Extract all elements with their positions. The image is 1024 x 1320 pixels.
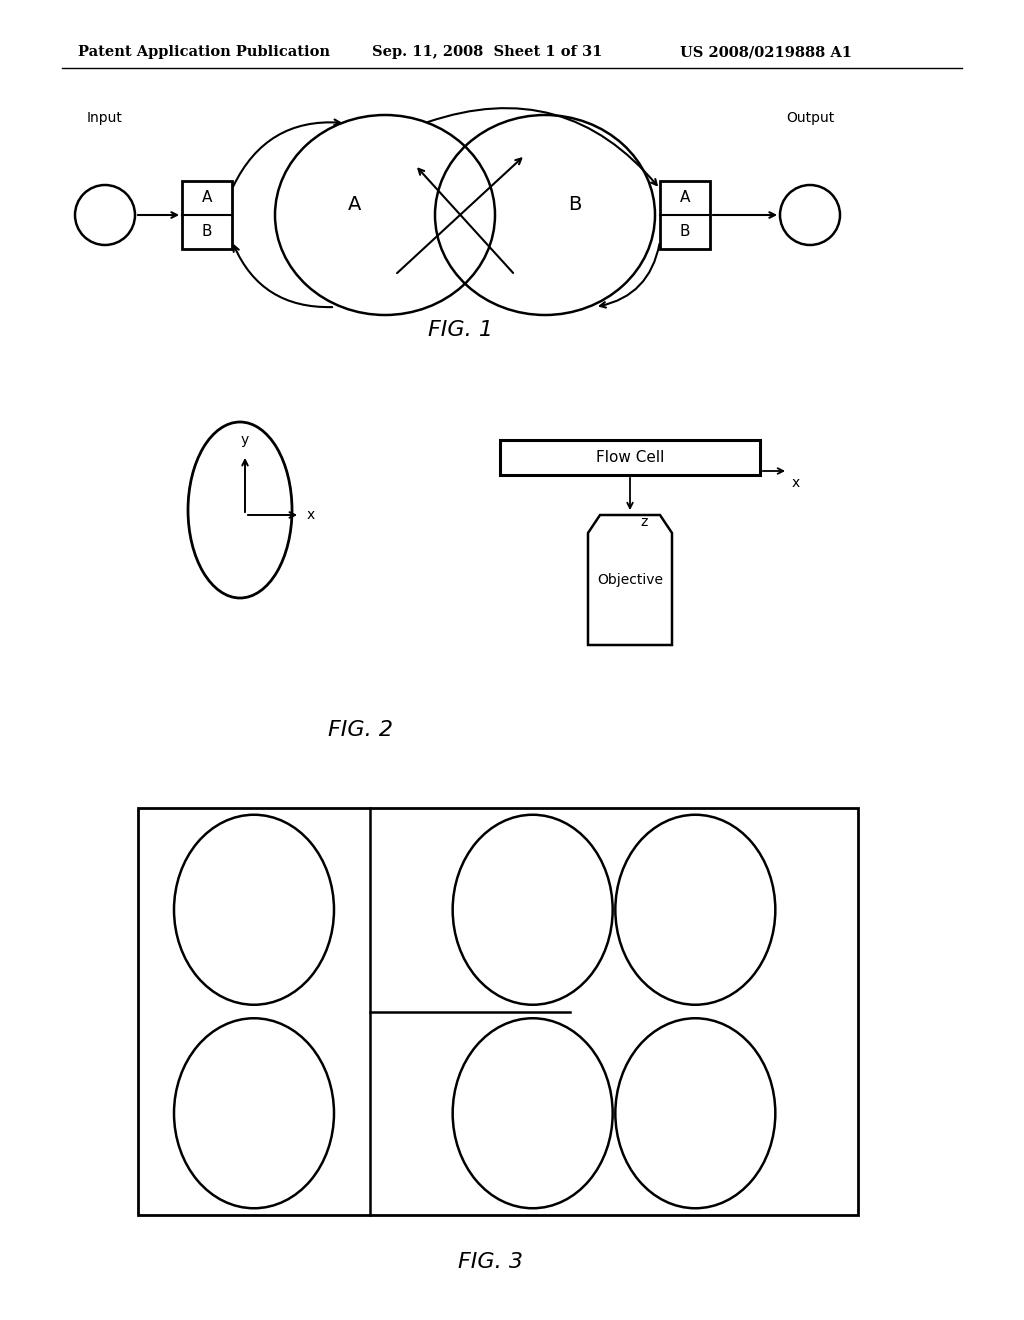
Text: FIG. 2: FIG. 2 <box>328 719 392 741</box>
Text: US 2008/0219888 A1: US 2008/0219888 A1 <box>680 45 852 59</box>
Text: Output: Output <box>785 111 835 125</box>
Text: Patent Application Publication: Patent Application Publication <box>78 45 330 59</box>
FancyBboxPatch shape <box>500 440 760 475</box>
Text: Input: Input <box>87 111 123 125</box>
Text: A: A <box>202 190 212 206</box>
Text: B: B <box>680 224 690 239</box>
Text: B: B <box>568 195 582 214</box>
Text: B: B <box>202 224 212 239</box>
Text: Sep. 11, 2008  Sheet 1 of 31: Sep. 11, 2008 Sheet 1 of 31 <box>372 45 602 59</box>
Polygon shape <box>588 515 672 645</box>
FancyBboxPatch shape <box>660 181 710 249</box>
Text: Flow Cell: Flow Cell <box>596 450 665 465</box>
Text: x: x <box>307 508 315 521</box>
FancyBboxPatch shape <box>138 808 858 1214</box>
Text: FIG. 3: FIG. 3 <box>458 1251 522 1272</box>
Text: Objective: Objective <box>597 573 663 587</box>
FancyBboxPatch shape <box>182 181 232 249</box>
Text: y: y <box>241 433 249 447</box>
Text: A: A <box>680 190 690 206</box>
Text: A: A <box>348 195 361 214</box>
Text: z: z <box>640 515 647 529</box>
Text: x: x <box>792 477 800 490</box>
Text: FIG. 1: FIG. 1 <box>427 319 493 341</box>
